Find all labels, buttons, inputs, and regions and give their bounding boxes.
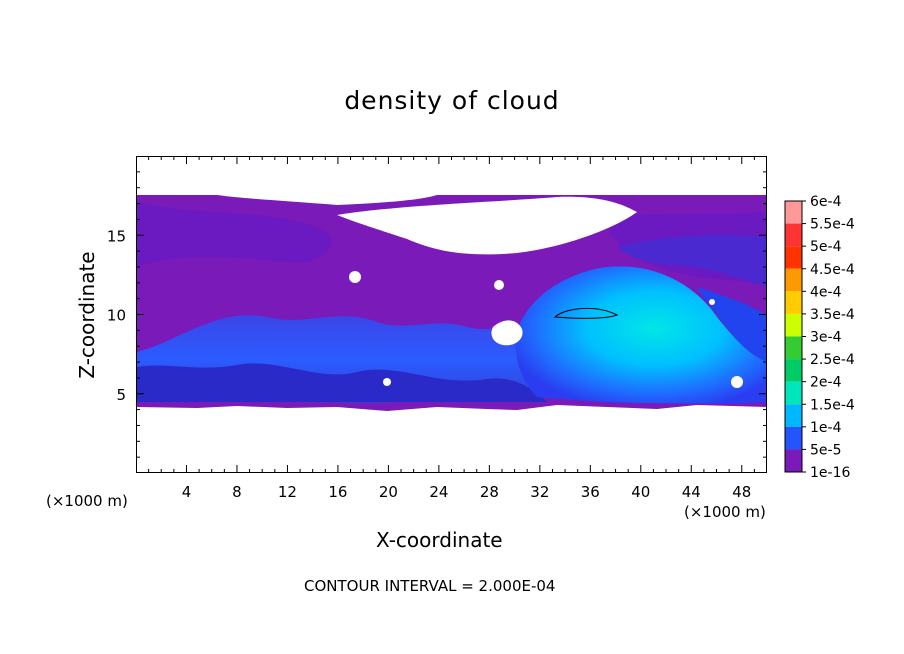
colorbar-swatch xyxy=(785,426,802,450)
x-tick-label: 32 xyxy=(530,483,549,501)
x-axis: 4 8 12 16 20 24 28 32 36 40 44 48 xyxy=(148,156,755,501)
x-tick-label: 40 xyxy=(631,483,650,501)
x-tick-label: 8 xyxy=(232,483,242,501)
colorbar-label: 1.5e-4 xyxy=(810,397,855,413)
contour-line xyxy=(553,307,619,319)
colorbar: 6e-4 5.5e-4 5e-4 4.5e-4 4e-4 3.5e-4 3e-4 2.5e-4… xyxy=(784,194,855,481)
colorbar-swatch xyxy=(785,201,802,224)
y-tick-label: 15 xyxy=(107,227,126,245)
x-tick-label: 44 xyxy=(682,483,701,501)
colorbar-label: 5e-4 xyxy=(810,239,842,255)
y-axis: 5 10 15 xyxy=(107,171,767,458)
x-tick-label: 36 xyxy=(581,483,600,501)
updraft-core xyxy=(515,266,766,404)
colorbar-swatch xyxy=(785,246,802,269)
colorbar-swatch xyxy=(785,381,802,405)
y-tick-label: 5 xyxy=(116,386,126,404)
colorbar-label: 6e-4 xyxy=(810,194,842,210)
colorbar-label: 1e-16 xyxy=(810,465,850,481)
x-tick-label: 48 xyxy=(732,483,751,501)
colorbar-swatch xyxy=(785,449,802,472)
x-unit-right: (×1000 m) xyxy=(684,503,766,521)
plot-area xyxy=(136,156,767,473)
colorbar-swatch xyxy=(785,223,802,247)
contour-interval: CONTOUR INTERVAL = 2.000E-04 xyxy=(304,577,556,595)
colorbar-label: 3e-4 xyxy=(810,330,842,346)
colorbar-label: 3.5e-4 xyxy=(810,307,855,323)
colorbar-swatch xyxy=(785,336,802,360)
x-tick-label: 4 xyxy=(182,483,192,501)
colorbar-label: 5.5e-4 xyxy=(810,217,855,233)
x-unit-left: (×1000 m) xyxy=(46,492,128,510)
colorbar-label: 2e-4 xyxy=(810,375,842,391)
x-tick-label: 24 xyxy=(429,483,448,501)
x-tick-label: 20 xyxy=(379,483,398,501)
x-tick-label: 16 xyxy=(328,483,347,501)
cloud-density-field xyxy=(137,195,766,411)
x-tick-label: 12 xyxy=(278,483,297,501)
y-tick-label: 10 xyxy=(107,307,126,325)
x-axis-label: X-coordinate xyxy=(376,528,503,552)
colorbar-swatch xyxy=(785,313,802,337)
x-tick-label: 28 xyxy=(480,483,499,501)
colorbar-swatch xyxy=(785,291,802,314)
colorbar-label: 4.5e-4 xyxy=(810,262,855,278)
colorbar-label: 1e-4 xyxy=(810,420,842,436)
chart-title: density of cloud xyxy=(344,86,560,115)
colorbar-swatch xyxy=(785,404,802,427)
colorbar-swatch xyxy=(785,268,802,292)
colorbar-label: 2.5e-4 xyxy=(810,352,855,368)
colorbar-swatch xyxy=(785,359,802,382)
colorbar-label: 5e-5 xyxy=(810,442,841,458)
y-axis-label: Z-coordinate xyxy=(75,251,99,378)
colorbar-label: 4e-4 xyxy=(810,284,842,300)
